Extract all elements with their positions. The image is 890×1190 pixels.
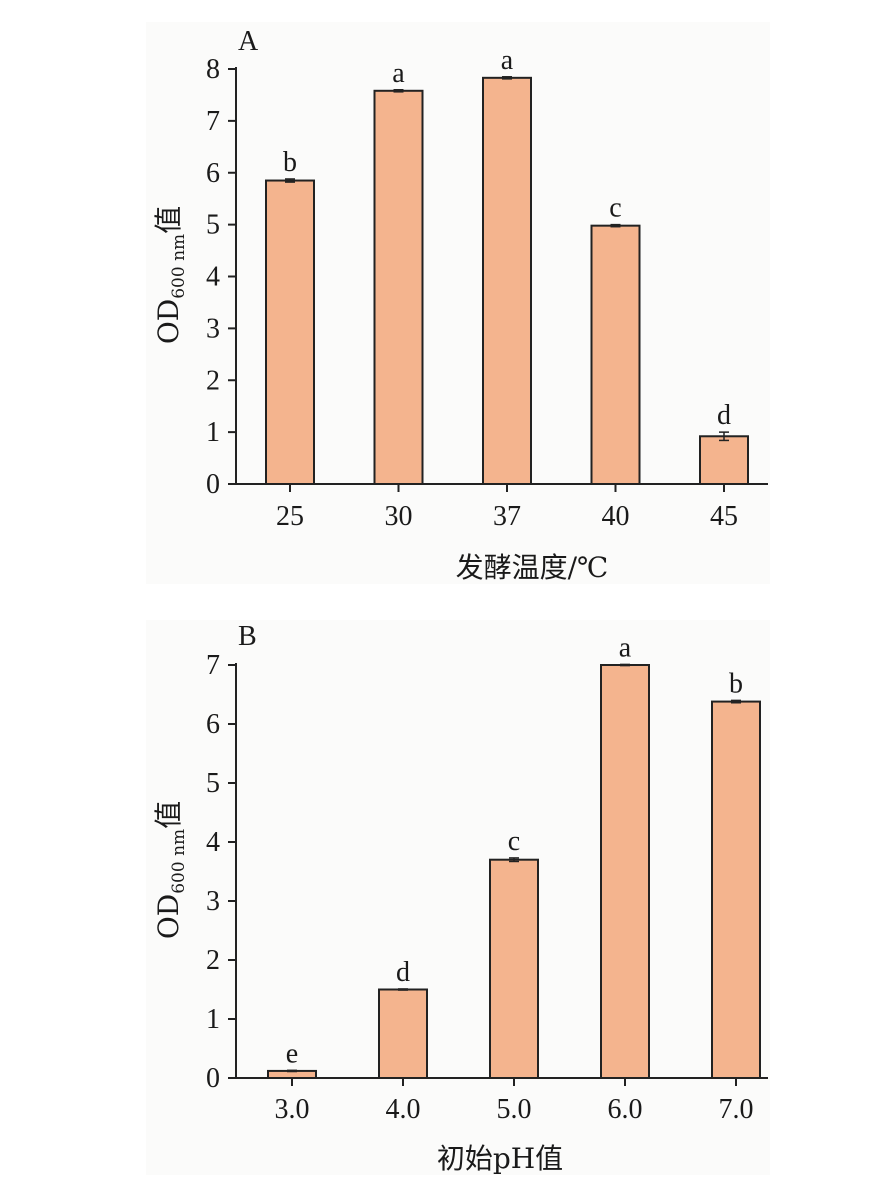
bar [600, 664, 650, 1079]
y-axis-label-main: OD [152, 894, 185, 939]
x-tick-label: 37 [493, 501, 521, 532]
bar [378, 988, 428, 1079]
y-axis-label: OD600 nm值 [152, 801, 189, 939]
y-tick-label: 3 [206, 886, 220, 917]
panel-b-background [146, 620, 770, 1175]
panel-label: B [238, 621, 257, 652]
x-axis-label: 发酵温度/℃ [456, 551, 609, 584]
y-axis-label: OD600 nm值 [152, 206, 189, 344]
significance-label: d [396, 957, 410, 988]
significance-label: a [392, 58, 405, 89]
bar [699, 435, 749, 485]
significance-label: e [286, 1038, 298, 1069]
y-axis-label-sub: 600 nm [169, 829, 189, 894]
significance-label: c [609, 193, 621, 224]
y-tick-label: 0 [206, 1063, 220, 1094]
y-tick-label: 5 [206, 210, 220, 241]
panel-label: A [238, 26, 259, 57]
bar [711, 700, 761, 1080]
x-tick-label: 30 [385, 501, 413, 532]
x-tick-label: 3.0 [275, 1094, 310, 1125]
x-tick-label: 6.0 [608, 1094, 643, 1125]
y-tick-label: 6 [206, 158, 220, 189]
significance-label: b [729, 668, 743, 699]
x-tick-label: 45 [710, 501, 738, 532]
y-tick-label: 0 [206, 469, 220, 500]
bar [373, 89, 424, 485]
significance-label: a [501, 45, 514, 76]
y-tick-label: 6 [206, 709, 220, 740]
x-axis-label: 初始pH值 [437, 1142, 563, 1175]
x-tick-label: 5.0 [497, 1094, 532, 1125]
y-tick-label: 2 [206, 945, 220, 976]
y-tick-label: 7 [206, 106, 220, 137]
y-axis-label-suffix: 值 [152, 801, 185, 829]
x-tick-label: 7.0 [719, 1094, 754, 1125]
bar [482, 76, 532, 485]
x-tick-label: 25 [276, 501, 304, 532]
y-tick-label: 4 [206, 827, 220, 858]
y-tick-label: 5 [206, 768, 220, 799]
y-tick-label: 2 [206, 365, 220, 396]
y-tick-label: 8 [206, 54, 220, 85]
significance-label: d [717, 400, 731, 431]
y-tick-label: 4 [206, 262, 220, 293]
y-tick-label: 7 [206, 650, 220, 681]
bar [590, 224, 641, 485]
x-tick-label: 40 [602, 501, 630, 532]
bar [489, 858, 539, 1080]
bar [265, 179, 315, 485]
significance-label: b [283, 147, 297, 178]
y-axis-label-sub: 600 nm [169, 234, 189, 299]
significance-label: c [508, 826, 520, 857]
chart-panel-b: B 初始pH值 OD600 nm值 0 1 2 3 4 5 6 7 e 3.0 d 4.0 c 5.0 a 6… [152, 621, 768, 1175]
panel-a-background [146, 22, 770, 584]
y-axis-label-suffix: 值 [152, 206, 185, 234]
significance-label: a [619, 632, 632, 663]
y-tick-label: 1 [206, 1004, 220, 1035]
x-tick-label: 4.0 [386, 1094, 421, 1125]
y-tick-label: 3 [206, 313, 220, 344]
y-tick-label: 1 [206, 417, 220, 448]
chart-panel-a: A 发酵温度/℃ OD600 nm值 012345678b25a30a37c40… [152, 26, 768, 584]
y-axis-label-main: OD [152, 299, 185, 344]
